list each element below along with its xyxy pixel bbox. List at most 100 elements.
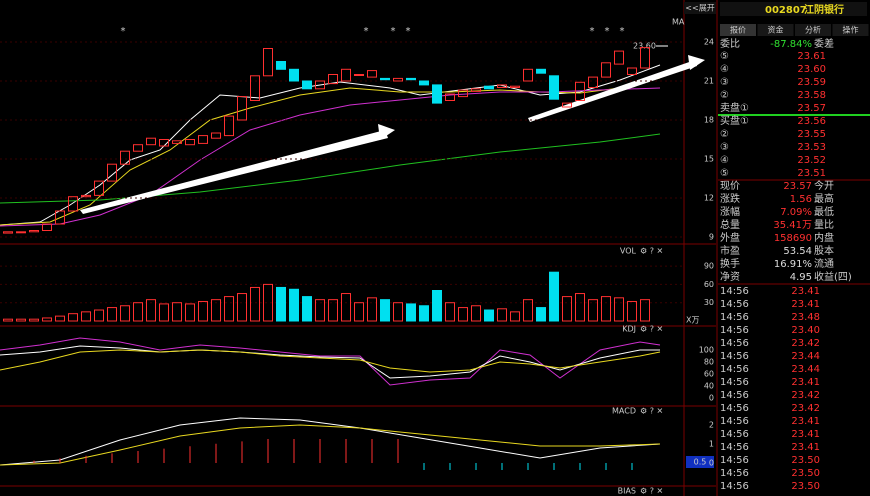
vol-tick: 90	[704, 262, 714, 271]
tick-price: 23.48	[791, 312, 820, 323]
tab[interactable]	[832, 24, 869, 36]
level-price: 23.58	[797, 90, 826, 101]
tick-price: 23.50	[791, 468, 820, 479]
candle	[393, 77, 403, 82]
pane-icons[interactable]: ⚙ ? ✕	[640, 247, 663, 256]
volume-bar	[640, 299, 650, 322]
pane-icons[interactable]: ⚙ ? ✕	[640, 325, 663, 334]
volume-bar	[614, 297, 624, 322]
macd-value: 0.5	[694, 458, 707, 467]
ma-label: MA	[672, 18, 685, 27]
candle	[198, 135, 208, 144]
volume-bar	[120, 305, 130, 322]
candle	[523, 68, 533, 82]
candle	[29, 230, 39, 233]
candle	[588, 76, 598, 88]
ma20	[0, 87, 661, 227]
candle	[159, 139, 169, 147]
candle	[432, 84, 442, 104]
level-price: 23.60	[797, 64, 826, 75]
level: ④	[720, 155, 729, 166]
expand-button[interactable]	[684, 2, 716, 14]
tab-label[interactable]: 分析	[805, 25, 821, 35]
ma5	[0, 64, 661, 226]
price-tick: 24	[704, 38, 714, 47]
candle	[471, 88, 481, 92]
macd-dea	[0, 424, 661, 466]
volume-bar	[354, 302, 364, 322]
candle	[16, 231, 26, 234]
pane-icons[interactable]: ⚙ ? ✕	[640, 407, 663, 416]
macd-tick: 0	[709, 459, 714, 468]
tick-time: 14:56	[720, 403, 749, 414]
volume-bar	[250, 286, 260, 322]
tick-time: 14:56	[720, 429, 749, 440]
tick-price: 23.41	[791, 442, 820, 453]
candle	[341, 68, 351, 82]
price-tick: 15	[704, 155, 714, 164]
level-price: 23.55	[797, 129, 826, 140]
volume-bar	[172, 302, 182, 322]
volume-bar	[523, 299, 533, 322]
candle	[250, 75, 260, 102]
tab[interactable]	[720, 24, 756, 36]
kdj-tick: 80	[704, 358, 714, 367]
candle	[354, 74, 364, 76]
candle	[237, 96, 247, 121]
tab-label[interactable]: 操作	[843, 25, 859, 35]
volume-bar	[146, 299, 156, 322]
stock-name: 江阴银行	[804, 3, 844, 16]
tick-price: 23.41	[791, 286, 820, 297]
volume-bar	[562, 296, 572, 322]
candle	[445, 93, 455, 101]
tick-price: 23.44	[791, 364, 820, 375]
volume-bar	[315, 299, 325, 322]
tab-label[interactable]: 资金	[768, 25, 784, 35]
tick-price: 23.41	[791, 377, 820, 388]
candle	[42, 223, 52, 231]
value: 7.09%	[780, 207, 812, 218]
label: 委差	[814, 37, 834, 50]
candle	[484, 85, 494, 90]
volume-bar	[289, 288, 299, 322]
marker: *	[605, 26, 610, 37]
price-tick: 12	[704, 194, 714, 203]
volume-bar	[627, 300, 637, 322]
marker: *	[391, 26, 396, 37]
tick-time: 14:56	[720, 442, 749, 453]
label: 股本	[814, 244, 834, 257]
kdj-tick: 0	[709, 394, 714, 403]
candle	[263, 48, 273, 77]
value: 1.56	[790, 194, 812, 205]
tab[interactable]	[757, 24, 794, 36]
label: 流通	[814, 257, 834, 270]
candle	[562, 102, 572, 108]
level-price: 23.59	[797, 77, 826, 88]
level-price: 23.53	[797, 142, 826, 153]
tab-label[interactable]: 报价	[730, 25, 746, 35]
value: 35.41万	[773, 220, 812, 231]
volume-bar	[575, 293, 585, 322]
macd-tick: 1	[709, 440, 714, 449]
volume-bar	[185, 303, 195, 322]
label: 今开	[814, 179, 834, 192]
candle	[497, 84, 507, 89]
value: 53.54	[783, 246, 812, 257]
candle	[120, 150, 130, 165]
volume-bar	[16, 318, 26, 322]
level: ③	[720, 77, 729, 88]
volume-bar	[237, 293, 247, 322]
kdj-k	[0, 345, 660, 379]
expand[interactable]: <<展开	[685, 4, 714, 13]
vol-tick: 30	[704, 298, 714, 307]
pane-icons[interactable]: ⚙ ? ✕	[640, 487, 663, 496]
label: 量比	[814, 219, 834, 231]
candle	[289, 68, 299, 82]
volume-bar	[29, 318, 39, 322]
value: 4.95	[790, 272, 812, 283]
level: ②	[720, 129, 729, 140]
volume-bar	[94, 309, 104, 322]
tab[interactable]	[795, 24, 831, 36]
candle	[185, 139, 195, 146]
